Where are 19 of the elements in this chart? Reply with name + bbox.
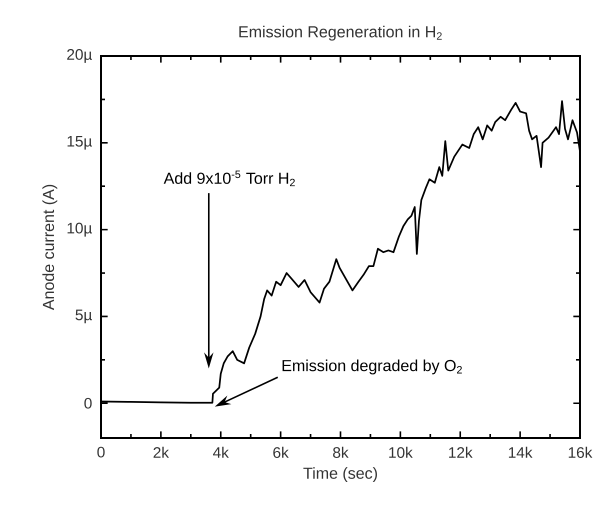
x-tick-label: 2k bbox=[154, 446, 169, 458]
x-tick-label: 10k bbox=[389, 446, 413, 458]
y-tick-label: 10µ bbox=[68, 222, 92, 237]
x-axis-title: Time (sec) bbox=[303, 467, 377, 482]
annotation: Add 9x10$^{-5}$ Torr H$_{2}$ bbox=[164, 170, 295, 186]
y-tick-label: 15µ bbox=[68, 136, 92, 150]
x-tick-label: 14k bbox=[508, 446, 533, 458]
annotation: Emission degraded by O$_{2}$ bbox=[282, 359, 462, 374]
x-tick-label: 16k bbox=[568, 446, 592, 458]
x-tick-label: 0 bbox=[97, 446, 105, 458]
y-axis-title: Anode current (A) bbox=[42, 184, 58, 310]
x-tick-label: 4k bbox=[213, 446, 229, 458]
chart-title: Emission Regeneration in H$_{2}$ bbox=[239, 26, 442, 41]
x-tick-label: 6k bbox=[273, 446, 289, 458]
y-tick-label: 0 bbox=[84, 398, 92, 409]
x-tick-label: 12k bbox=[449, 446, 473, 458]
y-tick-label: 5µ bbox=[76, 310, 92, 324]
x-tick-label: 8k bbox=[333, 446, 349, 458]
y-tick-label: 20µ bbox=[67, 49, 92, 63]
